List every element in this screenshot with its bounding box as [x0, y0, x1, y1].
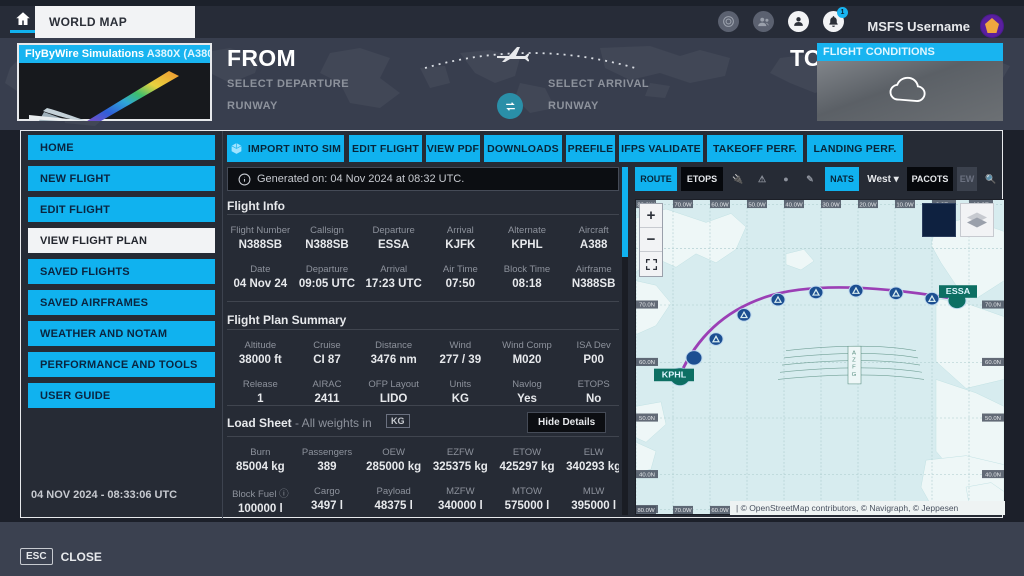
svg-text:60.0N: 60.0N — [985, 360, 1001, 366]
svg-text:70.0W: 70.0W — [674, 203, 692, 209]
svg-text:40.0N: 40.0N — [639, 473, 655, 479]
svg-text:10.0W: 10.0W — [896, 203, 914, 209]
svg-text:A: A — [852, 351, 856, 357]
svg-text:KPHL: KPHL — [662, 370, 686, 379]
svg-text:70.0N: 70.0N — [639, 303, 655, 309]
svg-text:60.0W: 60.0W — [711, 203, 729, 209]
svg-text:30.0W: 30.0W — [822, 203, 840, 209]
svg-text:80.0W: 80.0W — [637, 508, 655, 514]
svg-text:50.0N: 50.0N — [639, 416, 655, 422]
svg-text:G: G — [852, 372, 857, 378]
svg-text:20.0W: 20.0W — [859, 203, 877, 209]
svg-text:F: F — [852, 365, 856, 371]
svg-text:ESSA: ESSA — [946, 287, 970, 296]
svg-text:40.0N: 40.0N — [985, 473, 1001, 479]
svg-text:50.0W: 50.0W — [748, 203, 766, 209]
svg-text:70.0W: 70.0W — [674, 508, 692, 514]
svg-text:70.0N: 70.0N — [985, 303, 1001, 309]
svg-text:50.0N: 50.0N — [985, 416, 1001, 422]
svg-text:Z: Z — [852, 358, 856, 364]
svg-text:60.0W: 60.0W — [711, 508, 729, 514]
svg-text:60.0N: 60.0N — [639, 360, 655, 366]
svg-text:40.0W: 40.0W — [785, 203, 803, 209]
